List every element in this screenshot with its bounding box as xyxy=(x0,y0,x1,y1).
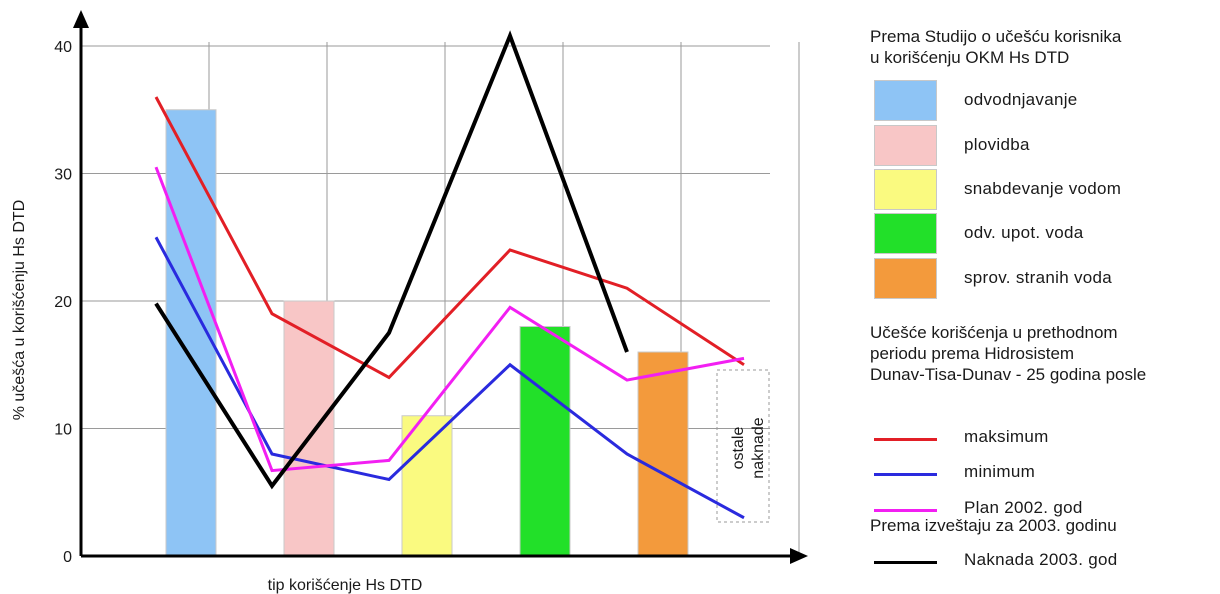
legend-label: odvodnjavanje xyxy=(964,90,1078,109)
legend-line-marker xyxy=(874,509,937,512)
legend-report-heading: Prema izveštaju za 2003. godinu xyxy=(870,516,1117,535)
annotation-frame xyxy=(716,369,770,523)
y-axis-label: % učešća u korišćenju Hs DTD xyxy=(11,200,28,421)
legend-swatch xyxy=(874,213,937,254)
bar xyxy=(401,415,453,557)
legend-label: plovidba xyxy=(964,135,1030,154)
y-tick-label: 10 xyxy=(54,422,72,439)
y-tick-labels: 0 10 20 30 40 xyxy=(54,39,72,566)
legend-prior-heading: Učešće korišćenja u prethodnom periodu p… xyxy=(870,322,1146,385)
legend-label: maksimum xyxy=(964,427,1049,446)
legend-swatch xyxy=(874,80,937,121)
x-axis-label: tip korišćenje Hs DTD xyxy=(268,577,423,594)
series-line xyxy=(154,166,745,473)
series-line xyxy=(154,96,745,380)
legend-swatch xyxy=(874,258,937,299)
bars xyxy=(165,109,689,557)
series-line xyxy=(154,30,629,490)
legend-prior-heading-line: Učešće korišćenja u prethodnom xyxy=(870,323,1118,342)
legend-label: Plan 2002. god xyxy=(964,498,1083,517)
legend-study-heading-line: Prema Studijo o učešću korisnika xyxy=(870,27,1122,46)
y-tick-label: 40 xyxy=(54,39,72,56)
legend-prior-heading-line: Dunav-Tisa-Dunav - 25 godina posle xyxy=(870,365,1147,384)
y-tick-label: 30 xyxy=(54,167,72,184)
legend-line-marker xyxy=(874,438,937,441)
legend-study-heading: Prema Studijo o učešću korisnika u koriš… xyxy=(870,26,1121,68)
legend-label: snabdevanje vodom xyxy=(964,179,1122,198)
legend-label: odv. upot. voda xyxy=(964,223,1084,242)
series-lines xyxy=(154,30,745,520)
chart-area: ostale naknade 0 10 20 30 40 tip korišćenje H… xyxy=(11,10,808,594)
y-tick-label: 20 xyxy=(54,294,72,311)
legend-label: sprov. stranih voda xyxy=(964,268,1113,287)
legend-prior-heading-line: periodu prema Hidrosistem xyxy=(870,344,1075,363)
legend-study-heading-line: u korišćenju OKM Hs DTD xyxy=(870,48,1070,67)
legend-swatch xyxy=(874,169,937,210)
legend-label: minimum xyxy=(964,462,1036,481)
legend: Prema Studijo o učešću korisnika u koriš… xyxy=(870,0,1220,594)
x-axis-arrow xyxy=(790,548,808,564)
annotation-text-line: ostale xyxy=(730,427,747,470)
legend-line-marker xyxy=(874,473,937,476)
annotation-text-line: naknade xyxy=(750,417,767,478)
legend-label: Naknada 2003. god xyxy=(964,550,1118,569)
bar xyxy=(637,351,689,557)
axes xyxy=(73,10,808,564)
y-axis-arrow xyxy=(73,10,89,28)
annotation-text: ostale naknade xyxy=(730,417,767,478)
legend-line-marker xyxy=(874,561,937,564)
legend-swatch xyxy=(874,125,937,166)
bar xyxy=(519,326,571,557)
bar xyxy=(283,300,335,557)
annotation-box: ostale naknade xyxy=(716,369,770,523)
y-tick-label: 0 xyxy=(63,549,72,566)
